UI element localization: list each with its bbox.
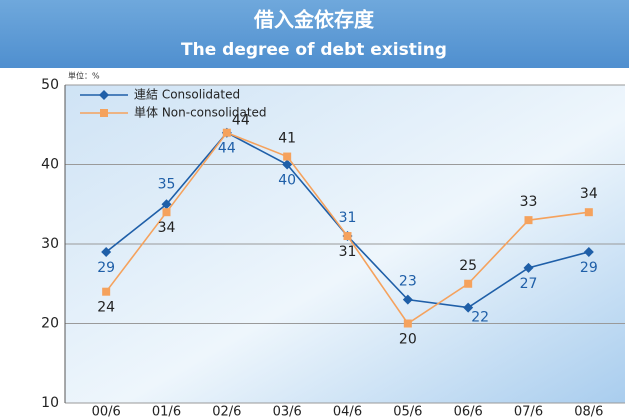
y-tick-label: 10 <box>41 395 59 411</box>
x-tick-label: 08/6 <box>574 405 603 419</box>
diamond-marker <box>402 294 413 305</box>
x-tick-label: 02/6 <box>212 405 241 419</box>
data-label: 29 <box>580 260 598 276</box>
data-label: 31 <box>339 210 357 226</box>
data-label: 31 <box>339 244 357 260</box>
data-label: 24 <box>97 300 115 316</box>
y-tick-label: 50 <box>41 77 59 93</box>
x-tick-label: 05/6 <box>393 405 422 419</box>
legend-marker <box>99 90 109 100</box>
square-marker <box>464 279 473 288</box>
diamond-marker <box>523 262 534 273</box>
x-tick-label: 07/6 <box>514 405 543 419</box>
square-marker <box>222 128 231 137</box>
data-label: 44 <box>218 141 236 157</box>
diamond-marker <box>161 199 172 210</box>
y-tick-label: 20 <box>41 316 59 332</box>
diamond-marker <box>101 246 112 257</box>
unit-label: 単位：% <box>68 71 100 81</box>
square-marker <box>403 319 412 328</box>
diamond-marker <box>282 159 293 170</box>
title-banner <box>0 0 629 68</box>
square-marker <box>283 152 292 161</box>
y-tick-label: 30 <box>41 236 59 252</box>
x-tick-label: 04/6 <box>333 405 362 419</box>
data-label: 25 <box>459 258 477 274</box>
square-marker <box>102 287 111 296</box>
data-label: 27 <box>520 276 538 292</box>
x-tick-label: 06/6 <box>454 405 483 419</box>
square-marker <box>524 216 533 225</box>
square-marker <box>584 208 593 217</box>
legend-marker <box>100 109 108 117</box>
data-label: 33 <box>520 194 538 210</box>
data-label: 34 <box>158 220 176 236</box>
chart-subtitle: The degree of debt existing <box>181 40 447 60</box>
legend-label: 単体 Non-consolidated <box>134 106 267 120</box>
data-label: 40 <box>278 173 296 189</box>
x-tick-label: 03/6 <box>273 405 302 419</box>
data-label: 34 <box>580 186 598 202</box>
data-label: 22 <box>471 310 489 326</box>
square-marker <box>162 208 171 217</box>
chart-title: 借入金依存度 <box>253 8 375 32</box>
data-label: 29 <box>97 260 115 276</box>
legend-label: 連結 Consolidated <box>134 88 240 102</box>
data-label: 23 <box>399 274 417 290</box>
data-label: 44 <box>232 113 250 129</box>
diamond-marker <box>583 246 594 257</box>
data-label: 41 <box>278 131 296 147</box>
x-tick-label: 00/6 <box>92 405 121 419</box>
diamond-marker <box>463 302 474 313</box>
y-tick-label: 40 <box>41 157 59 173</box>
data-label: 35 <box>158 176 176 192</box>
data-label: 20 <box>399 332 417 348</box>
x-tick-label: 01/6 <box>152 405 181 419</box>
square-marker <box>343 232 352 241</box>
